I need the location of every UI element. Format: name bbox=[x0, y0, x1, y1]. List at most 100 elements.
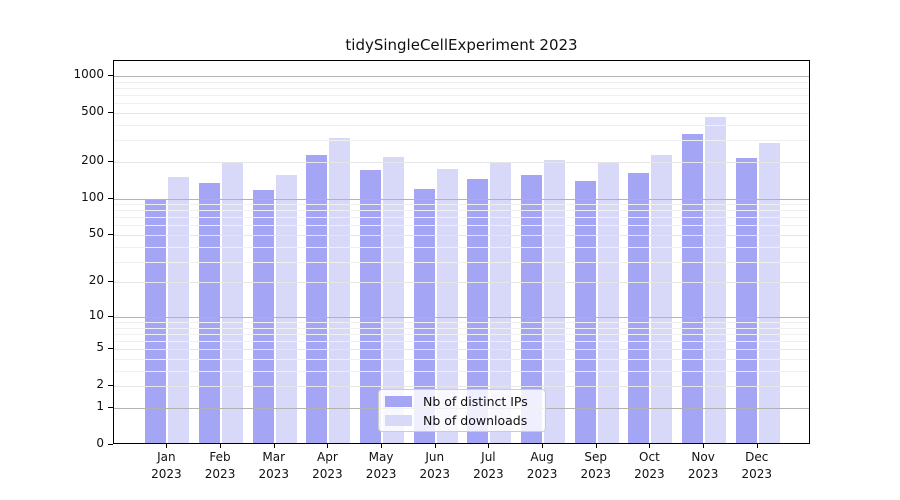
x-tick-label-nov: Nov 2023 bbox=[687, 450, 719, 481]
y-tick-1000 bbox=[108, 75, 113, 76]
bar-distinct-ips-jan bbox=[145, 199, 167, 443]
y-tick-label-50: 50 bbox=[88, 225, 104, 240]
x-tick-may bbox=[381, 444, 383, 448]
gridline-30 bbox=[114, 261, 809, 263]
x-tick-label-aug: Aug 2023 bbox=[526, 450, 558, 481]
bar-downloads-feb bbox=[222, 162, 244, 443]
bar-distinct-ips-dec bbox=[735, 157, 757, 443]
gridline-3 bbox=[114, 370, 809, 372]
bar-downloads-apr bbox=[329, 138, 351, 443]
y-tick-500 bbox=[108, 111, 113, 113]
gridline-9 bbox=[114, 322, 809, 324]
gridline-100 bbox=[114, 198, 809, 200]
y-tick-label-500: 500 bbox=[81, 103, 104, 118]
gridline-80 bbox=[114, 210, 809, 212]
x-tick-sep bbox=[595, 444, 597, 448]
bar-downloads-mar bbox=[275, 174, 297, 443]
gridline-500 bbox=[114, 112, 809, 114]
y-tick-label-1000: 1000 bbox=[73, 67, 104, 81]
x-tick-aug bbox=[542, 444, 544, 448]
bar-distinct-ips-oct bbox=[628, 173, 650, 443]
x-tick-feb bbox=[220, 444, 222, 448]
x-tick-mar bbox=[273, 444, 275, 448]
y-tick-label-10: 10 bbox=[88, 307, 104, 322]
legend-label-distinct-ips: Nb of distinct IPs bbox=[423, 393, 528, 409]
gridline-400 bbox=[114, 124, 809, 126]
x-tick-label-jun: Jun 2023 bbox=[419, 450, 451, 481]
y-tick-100 bbox=[108, 197, 113, 199]
gridline-50 bbox=[114, 234, 809, 236]
y-tick-0 bbox=[108, 444, 113, 445]
x-tick-label-jan: Jan 2023 bbox=[151, 450, 182, 481]
legend-label-downloads: Nb of downloads bbox=[423, 412, 528, 428]
x-tick-label-dec: Dec 2023 bbox=[741, 450, 773, 481]
chart-title: tidySingleCellExperiment 2023 bbox=[345, 36, 578, 54]
gridline-90 bbox=[114, 204, 809, 206]
gridline-200 bbox=[114, 161, 809, 163]
bar-downloads-sep bbox=[597, 161, 619, 443]
x-tick-jun bbox=[434, 444, 436, 448]
x-tick-jan bbox=[166, 444, 168, 448]
bar-downloads-jan bbox=[168, 176, 190, 443]
x-tick-label-may: May 2023 bbox=[365, 450, 397, 481]
x-tick-apr bbox=[327, 444, 329, 448]
y-tick-1 bbox=[108, 406, 113, 408]
legend: Nb of distinct IPs Nb of downloads bbox=[378, 389, 546, 432]
bar-downloads-aug bbox=[544, 159, 566, 443]
gridline-6 bbox=[114, 341, 809, 343]
legend-swatch-downloads bbox=[385, 414, 412, 426]
y-tick-200 bbox=[108, 160, 113, 162]
x-tick-label-jul: Jul 2023 bbox=[473, 450, 504, 481]
y-tick-20 bbox=[108, 281, 113, 283]
bar-distinct-ips-feb bbox=[199, 183, 221, 443]
plot-area bbox=[113, 60, 810, 444]
legend-swatch-distinct-ips bbox=[385, 395, 412, 407]
x-tick-nov bbox=[703, 444, 705, 448]
gridline-60 bbox=[114, 225, 809, 227]
legend-item-distinct-ips: Nb of distinct IPs bbox=[385, 394, 537, 409]
x-tick-label-sep: Sep 2023 bbox=[580, 450, 612, 481]
y-tick-label-5: 5 bbox=[96, 340, 104, 355]
gridline-1000 bbox=[114, 76, 809, 77]
gridline-900 bbox=[114, 81, 809, 83]
gridline-40 bbox=[114, 246, 809, 248]
y-tick-50 bbox=[108, 233, 113, 235]
x-tick-label-feb: Feb 2023 bbox=[204, 450, 236, 481]
y-tick-2 bbox=[108, 385, 113, 387]
y-tick-label-1: 1 bbox=[96, 398, 104, 413]
y-tick-label-0: 0 bbox=[96, 436, 104, 450]
gridline-600 bbox=[114, 103, 809, 105]
gridline-7 bbox=[114, 333, 809, 335]
x-tick-oct bbox=[649, 444, 651, 448]
gridline-2 bbox=[114, 386, 809, 388]
bar-distinct-ips-jul bbox=[467, 178, 489, 443]
gridline-8 bbox=[114, 327, 809, 329]
x-tick-label-oct: Oct 2023 bbox=[634, 450, 665, 481]
y-tick-10 bbox=[108, 315, 113, 317]
bar-downloads-dec bbox=[758, 143, 780, 443]
gridline-20 bbox=[114, 282, 809, 284]
y-tick-label-20: 20 bbox=[88, 273, 104, 288]
gridline-4 bbox=[114, 359, 809, 361]
x-tick-label-apr: Apr 2023 bbox=[312, 450, 343, 481]
gridline-10 bbox=[114, 316, 809, 318]
y-tick-label-100: 100 bbox=[81, 189, 104, 204]
bar-downloads-nov bbox=[705, 117, 727, 443]
legend-item-downloads: Nb of downloads bbox=[385, 413, 537, 428]
x-tick-jul bbox=[488, 444, 490, 448]
bar-distinct-ips-mar bbox=[252, 190, 274, 443]
bar-distinct-ips-may bbox=[360, 169, 382, 443]
bar-distinct-ips-aug bbox=[521, 175, 543, 443]
bar-distinct-ips-sep bbox=[574, 181, 596, 443]
bar-downloads-jun bbox=[436, 169, 458, 443]
gridline-800 bbox=[114, 87, 809, 89]
bar-distinct-ips-apr bbox=[306, 154, 328, 443]
bar-distinct-ips-nov bbox=[682, 133, 704, 443]
gridline-300 bbox=[114, 140, 809, 142]
x-tick-dec bbox=[756, 444, 758, 448]
gridline-700 bbox=[114, 95, 809, 97]
x-tick-label-mar: Mar 2023 bbox=[258, 450, 290, 481]
gridline-70 bbox=[114, 217, 809, 219]
y-tick-5 bbox=[108, 348, 113, 350]
